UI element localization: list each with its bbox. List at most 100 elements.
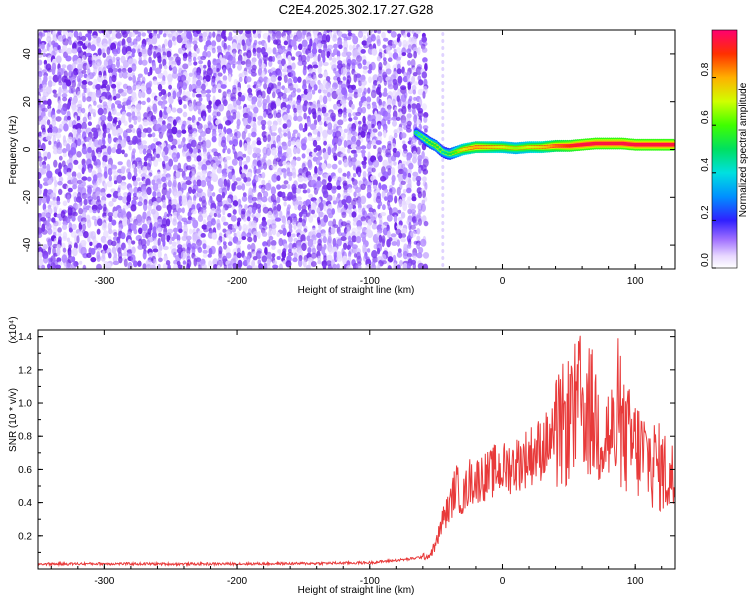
noise-blob	[317, 260, 322, 265]
noise-blob	[231, 204, 235, 211]
noise-blob	[310, 261, 317, 267]
noise-blob	[188, 72, 194, 78]
noise-blob	[66, 194, 71, 204]
noise-blob	[161, 187, 168, 196]
noise-blob	[157, 183, 162, 189]
noise-blob	[346, 62, 351, 72]
noise-blob	[158, 257, 163, 263]
noise-blob	[137, 76, 141, 83]
noise-blob	[127, 171, 132, 180]
noise-blob	[168, 239, 173, 245]
noise-blob	[255, 168, 261, 174]
noise-blob	[293, 107, 298, 114]
noise-blob	[372, 128, 378, 133]
noise-blob	[147, 30, 152, 34]
noise-blob	[111, 107, 117, 115]
noise-blob	[308, 161, 313, 171]
noise-blob	[323, 140, 327, 146]
noise-blob	[247, 133, 252, 138]
noise-blob	[258, 263, 264, 269]
noise-blob	[357, 87, 363, 94]
noise-blob	[81, 192, 88, 200]
signal-core	[586, 142, 591, 146]
noise-blob	[172, 90, 177, 100]
signal-core	[579, 143, 583, 147]
noise-blob	[181, 235, 188, 241]
noise-blob	[206, 50, 212, 58]
noise-blob	[326, 34, 331, 43]
noise-blob	[370, 34, 376, 42]
noise-blob	[67, 136, 73, 144]
signal-core	[536, 145, 541, 149]
noise-blob	[271, 124, 277, 132]
signal-core	[581, 143, 586, 147]
noise-blob	[243, 118, 249, 127]
noise-blob	[96, 263, 102, 269]
noise-blob	[381, 52, 386, 58]
noise-blob	[223, 244, 228, 250]
noise-blob	[128, 162, 132, 170]
noise-blob	[41, 32, 46, 37]
noise-blob	[108, 38, 112, 46]
noise-blob	[418, 246, 424, 254]
noise-blob	[352, 131, 358, 137]
noise-blob	[205, 160, 211, 166]
noise-blob	[232, 63, 236, 69]
noise-blob	[336, 138, 343, 147]
signal-core	[486, 145, 490, 149]
noise-blob	[168, 95, 174, 105]
noise-blob	[155, 67, 162, 75]
noise-blob	[246, 258, 251, 268]
noise-blob	[141, 244, 147, 250]
noise-blob	[286, 108, 290, 114]
noise-blob	[423, 220, 429, 227]
colorbar-tick-label: 0.2	[700, 205, 711, 219]
noise-blob	[52, 89, 57, 94]
colorbar-tick-label: 0.0	[700, 253, 711, 267]
noise-blob	[287, 252, 294, 257]
noise-blob	[421, 71, 428, 79]
noise-blob	[176, 240, 181, 245]
noise-blob	[102, 244, 109, 251]
noise-blob	[331, 208, 336, 215]
spectrogram-x-axis: -300 -200 -100 0 100	[50, 30, 663, 287]
noise-blob	[42, 100, 49, 105]
noise-blob	[51, 126, 59, 135]
noise-blob	[345, 195, 352, 204]
x-tick-label: -200	[227, 576, 247, 587]
noise-blob	[367, 87, 371, 94]
noise-blob	[41, 132, 47, 138]
signal-core	[417, 133, 421, 137]
noise-blob	[276, 184, 282, 190]
noise-blob	[381, 31, 386, 39]
noise-blob	[171, 198, 178, 206]
noise-blob	[205, 74, 211, 82]
noise-blob	[56, 247, 61, 256]
noise-blob	[256, 140, 262, 146]
noise-blob	[152, 119, 158, 125]
noise-blob	[419, 39, 423, 46]
noise-blob	[400, 180, 406, 185]
noise-blob	[283, 218, 287, 226]
noise-blob	[393, 82, 399, 91]
y-tick-label: 1.2	[18, 365, 32, 376]
noise-blob	[411, 30, 415, 34]
noise-blob	[78, 260, 83, 265]
noise-blob	[151, 35, 158, 45]
noise-blob	[82, 95, 86, 103]
noise-blob	[197, 117, 202, 122]
noise-blob	[77, 232, 84, 237]
noise-blob	[358, 120, 362, 125]
noise-blob	[121, 149, 125, 155]
noise-blob	[298, 111, 302, 117]
noise-blob	[247, 244, 252, 250]
noise-blob	[293, 223, 297, 230]
noise-blob	[197, 165, 202, 170]
noise-blob	[302, 103, 308, 113]
noise-blob	[306, 155, 313, 161]
noise-blob	[317, 156, 323, 161]
noise-blob	[126, 99, 131, 107]
noise-blob	[245, 177, 252, 182]
signal-core	[547, 145, 551, 148]
noise-blob	[68, 119, 73, 128]
